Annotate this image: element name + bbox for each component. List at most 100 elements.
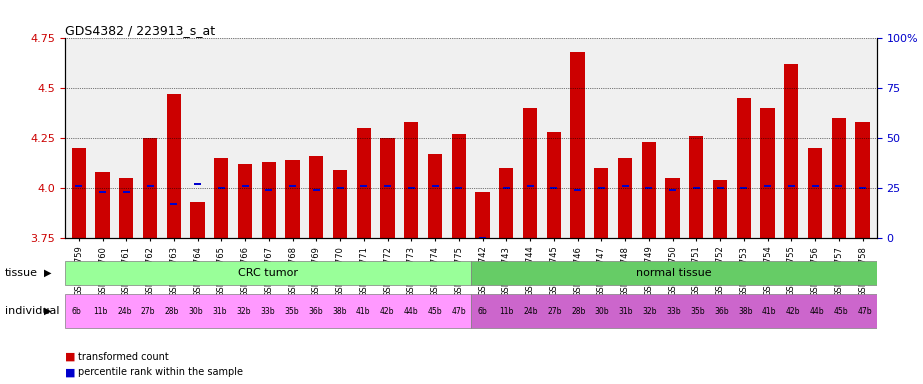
Text: 41b: 41b	[762, 306, 776, 316]
Bar	[665, 178, 679, 238]
Text: 35b: 35b	[690, 306, 705, 316]
Bar	[167, 94, 181, 238]
Bar	[214, 158, 229, 238]
Text: percentile rank within the sample: percentile rank within the sample	[78, 367, 244, 377]
FancyBboxPatch shape	[471, 260, 877, 285]
Bar	[432, 185, 438, 187]
Text: 28b: 28b	[571, 306, 585, 316]
Bar	[475, 192, 490, 238]
Text: 11b: 11b	[499, 306, 514, 316]
FancyBboxPatch shape	[471, 294, 877, 328]
Bar	[313, 189, 320, 191]
Bar	[309, 156, 323, 238]
Bar	[713, 180, 727, 238]
Bar	[618, 158, 632, 238]
Bar	[764, 185, 771, 187]
Bar	[123, 191, 130, 194]
Bar	[95, 172, 110, 238]
Text: CRC tumor: CRC tumor	[237, 268, 298, 278]
Text: 6b: 6b	[478, 306, 487, 316]
Bar	[360, 185, 367, 187]
Text: 42b: 42b	[380, 306, 394, 316]
Text: 35b: 35b	[284, 306, 299, 316]
Bar	[285, 160, 300, 238]
Bar	[499, 168, 513, 238]
Text: 24b: 24b	[523, 306, 538, 316]
Bar	[479, 237, 486, 239]
Text: 38b: 38b	[738, 306, 753, 316]
Text: 30b: 30b	[594, 306, 609, 316]
Bar	[740, 187, 748, 189]
Bar	[594, 168, 608, 238]
Text: individual: individual	[5, 306, 59, 316]
FancyBboxPatch shape	[65, 260, 471, 285]
Bar	[404, 122, 418, 238]
Bar	[669, 189, 677, 191]
Bar	[428, 154, 442, 238]
FancyBboxPatch shape	[65, 294, 471, 328]
Bar	[550, 187, 557, 189]
Text: 11b: 11b	[93, 306, 108, 316]
Text: 36b: 36b	[714, 306, 729, 316]
Bar	[455, 187, 462, 189]
Bar	[570, 52, 585, 238]
Bar	[716, 187, 724, 189]
Bar	[190, 202, 205, 238]
Text: ■: ■	[65, 352, 75, 362]
Bar	[384, 185, 391, 187]
Text: 27b: 27b	[141, 306, 155, 316]
Bar	[289, 185, 296, 187]
Bar	[76, 185, 82, 187]
Bar	[333, 170, 347, 238]
Bar	[645, 187, 653, 189]
Bar	[546, 132, 561, 238]
Bar	[523, 108, 537, 238]
Bar	[262, 162, 276, 238]
Bar	[337, 187, 343, 189]
Bar	[143, 138, 157, 238]
Text: 32b: 32b	[236, 306, 251, 316]
Bar	[526, 185, 533, 187]
Bar	[574, 189, 581, 191]
Text: 32b: 32b	[642, 306, 657, 316]
Bar	[356, 128, 371, 238]
Text: 27b: 27b	[547, 306, 561, 316]
Text: 47b: 47b	[451, 306, 466, 316]
Text: 6b: 6b	[72, 306, 81, 316]
Bar	[811, 185, 819, 187]
Bar	[242, 185, 248, 187]
Text: 33b: 33b	[260, 306, 275, 316]
Bar	[72, 148, 86, 238]
Bar	[265, 189, 272, 191]
Bar	[785, 65, 798, 238]
Text: 44b: 44b	[403, 306, 418, 316]
Text: 42b: 42b	[786, 306, 800, 316]
Text: 44b: 44b	[809, 306, 824, 316]
Bar	[147, 185, 153, 187]
Bar	[761, 108, 774, 238]
Text: GDS4382 / 223913_s_at: GDS4382 / 223913_s_at	[65, 24, 215, 37]
Bar	[408, 187, 415, 189]
Text: 36b: 36b	[308, 306, 323, 316]
Text: ▶: ▶	[44, 268, 52, 278]
Bar	[808, 148, 822, 238]
Text: 45b: 45b	[427, 306, 442, 316]
Text: 47b: 47b	[857, 306, 872, 316]
Bar	[859, 187, 866, 189]
Bar	[689, 136, 703, 238]
Text: ■: ■	[65, 367, 75, 377]
Bar	[832, 118, 846, 238]
Bar	[788, 185, 795, 187]
Bar	[737, 98, 751, 238]
Text: tissue: tissue	[5, 268, 38, 278]
Text: transformed count: transformed count	[78, 352, 169, 362]
Text: ▶: ▶	[44, 306, 52, 316]
Bar	[641, 142, 656, 238]
Text: 28b: 28b	[165, 306, 179, 316]
Bar	[693, 187, 700, 189]
Bar	[598, 187, 605, 189]
Text: 31b: 31b	[618, 306, 633, 316]
Bar	[119, 178, 134, 238]
Bar	[856, 122, 869, 238]
Bar	[503, 187, 509, 189]
